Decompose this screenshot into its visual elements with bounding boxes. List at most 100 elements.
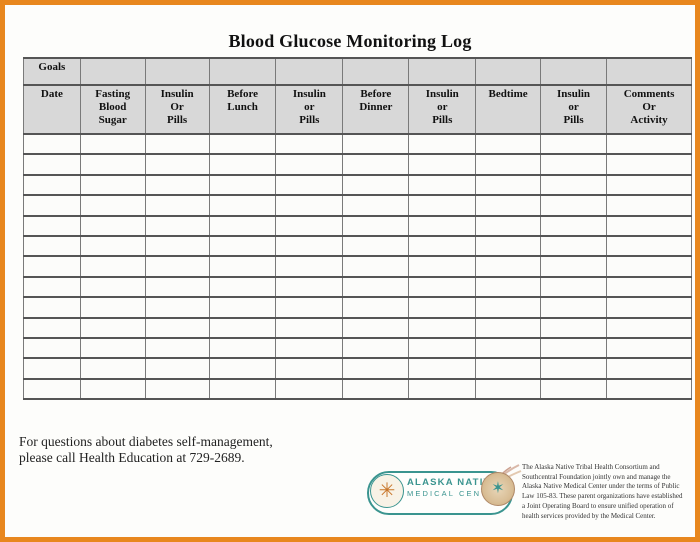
goals-cell <box>208 57 277 86</box>
log-cell <box>79 173 146 197</box>
log-cell <box>144 296 210 319</box>
log-row <box>23 194 692 217</box>
log-cell <box>408 336 477 360</box>
col-header-before-dinner: Before Dinner <box>342 84 410 135</box>
log-cell <box>342 234 410 258</box>
log-cell <box>606 336 692 360</box>
log-cell <box>275 275 344 299</box>
log-cell <box>79 132 146 156</box>
log-cell <box>208 214 277 237</box>
log-cell <box>408 357 477 380</box>
log-cell <box>144 132 210 156</box>
log-cell <box>606 194 692 217</box>
log-cell <box>208 132 277 156</box>
log-row <box>23 132 692 156</box>
log-cell <box>539 173 608 197</box>
log-cell <box>342 377 410 401</box>
log-cell <box>408 316 477 339</box>
log-cell <box>342 153 410 176</box>
log-cell <box>275 132 344 156</box>
log-cell <box>408 153 477 176</box>
log-cell <box>475 296 541 319</box>
log-table-body <box>23 132 692 401</box>
log-row <box>23 173 692 197</box>
log-cell <box>475 173 541 197</box>
log-cell <box>539 194 608 217</box>
log-cell <box>144 316 210 339</box>
log-cell <box>144 377 210 401</box>
log-cell <box>539 296 608 319</box>
log-cell <box>342 173 410 197</box>
log-cell <box>342 336 410 360</box>
log-cell <box>539 255 608 278</box>
log-cell <box>144 194 210 217</box>
log-cell <box>23 377 81 401</box>
goals-cell <box>606 57 692 86</box>
col-header-fasting-blood-sugar: Fasting Blood Sugar <box>79 84 146 135</box>
log-cell <box>408 173 477 197</box>
log-cell <box>23 316 81 339</box>
col-header-before-lunch: Before Lunch <box>208 84 277 135</box>
log-row <box>23 153 692 176</box>
log-cell <box>539 153 608 176</box>
log-cell <box>144 173 210 197</box>
col-header-insulin-or-pills-4: Insulin or Pills <box>539 84 608 135</box>
log-cell <box>275 214 344 237</box>
col-header-date: Date <box>23 84 81 135</box>
log-cell <box>208 336 277 360</box>
goals-cell <box>408 57 477 86</box>
log-cell <box>606 214 692 237</box>
log-cell <box>79 255 146 278</box>
log-cell <box>539 357 608 380</box>
log-cell <box>23 275 81 299</box>
log-cell <box>342 316 410 339</box>
log-cell <box>144 336 210 360</box>
log-row <box>23 275 692 299</box>
log-cell <box>275 296 344 319</box>
log-cell <box>23 296 81 319</box>
log-cell <box>606 296 692 319</box>
log-cell <box>79 377 146 401</box>
log-cell <box>606 173 692 197</box>
log-row <box>23 357 692 380</box>
logo-line1: ALASKA NATIVE <box>407 477 499 488</box>
col-header-insulin-or-pills-3: Insulin or Pills <box>408 84 477 135</box>
log-cell <box>144 255 210 278</box>
goals-cell <box>275 57 344 86</box>
log-cell <box>408 377 477 401</box>
log-cell <box>475 255 541 278</box>
log-cell <box>606 153 692 176</box>
log-cell <box>606 377 692 401</box>
log-row <box>23 255 692 278</box>
log-cell <box>79 153 146 176</box>
log-cell <box>23 234 81 258</box>
log-row <box>23 234 692 258</box>
disclaimer-text: The Alaska Native Tribal Health Consorti… <box>522 463 683 520</box>
log-row <box>23 336 692 360</box>
log-cell <box>539 132 608 156</box>
log-cell <box>275 316 344 339</box>
log-cell <box>539 316 608 339</box>
log-cell <box>408 132 477 156</box>
log-cell <box>475 357 541 380</box>
snowflake-sun-icon: ✳ <box>370 474 404 508</box>
column-header-row: Date Fasting Blood Sugar Insulin Or Pill… <box>23 84 692 135</box>
log-row <box>23 316 692 339</box>
log-row <box>23 296 692 319</box>
log-cell <box>208 194 277 217</box>
log-cell <box>23 194 81 217</box>
log-cell <box>539 377 608 401</box>
log-cell <box>275 255 344 278</box>
log-cell <box>208 234 277 258</box>
col-header-bedtime: Bedtime <box>475 84 541 135</box>
log-cell <box>275 194 344 217</box>
log-cell <box>208 316 277 339</box>
log-cell <box>79 296 146 319</box>
log-cell <box>208 275 277 299</box>
log-cell <box>23 214 81 237</box>
goals-cell <box>144 57 210 86</box>
log-cell <box>539 234 608 258</box>
page-title: Blood Glucose Monitoring Log <box>228 31 472 51</box>
log-cell <box>144 214 210 237</box>
